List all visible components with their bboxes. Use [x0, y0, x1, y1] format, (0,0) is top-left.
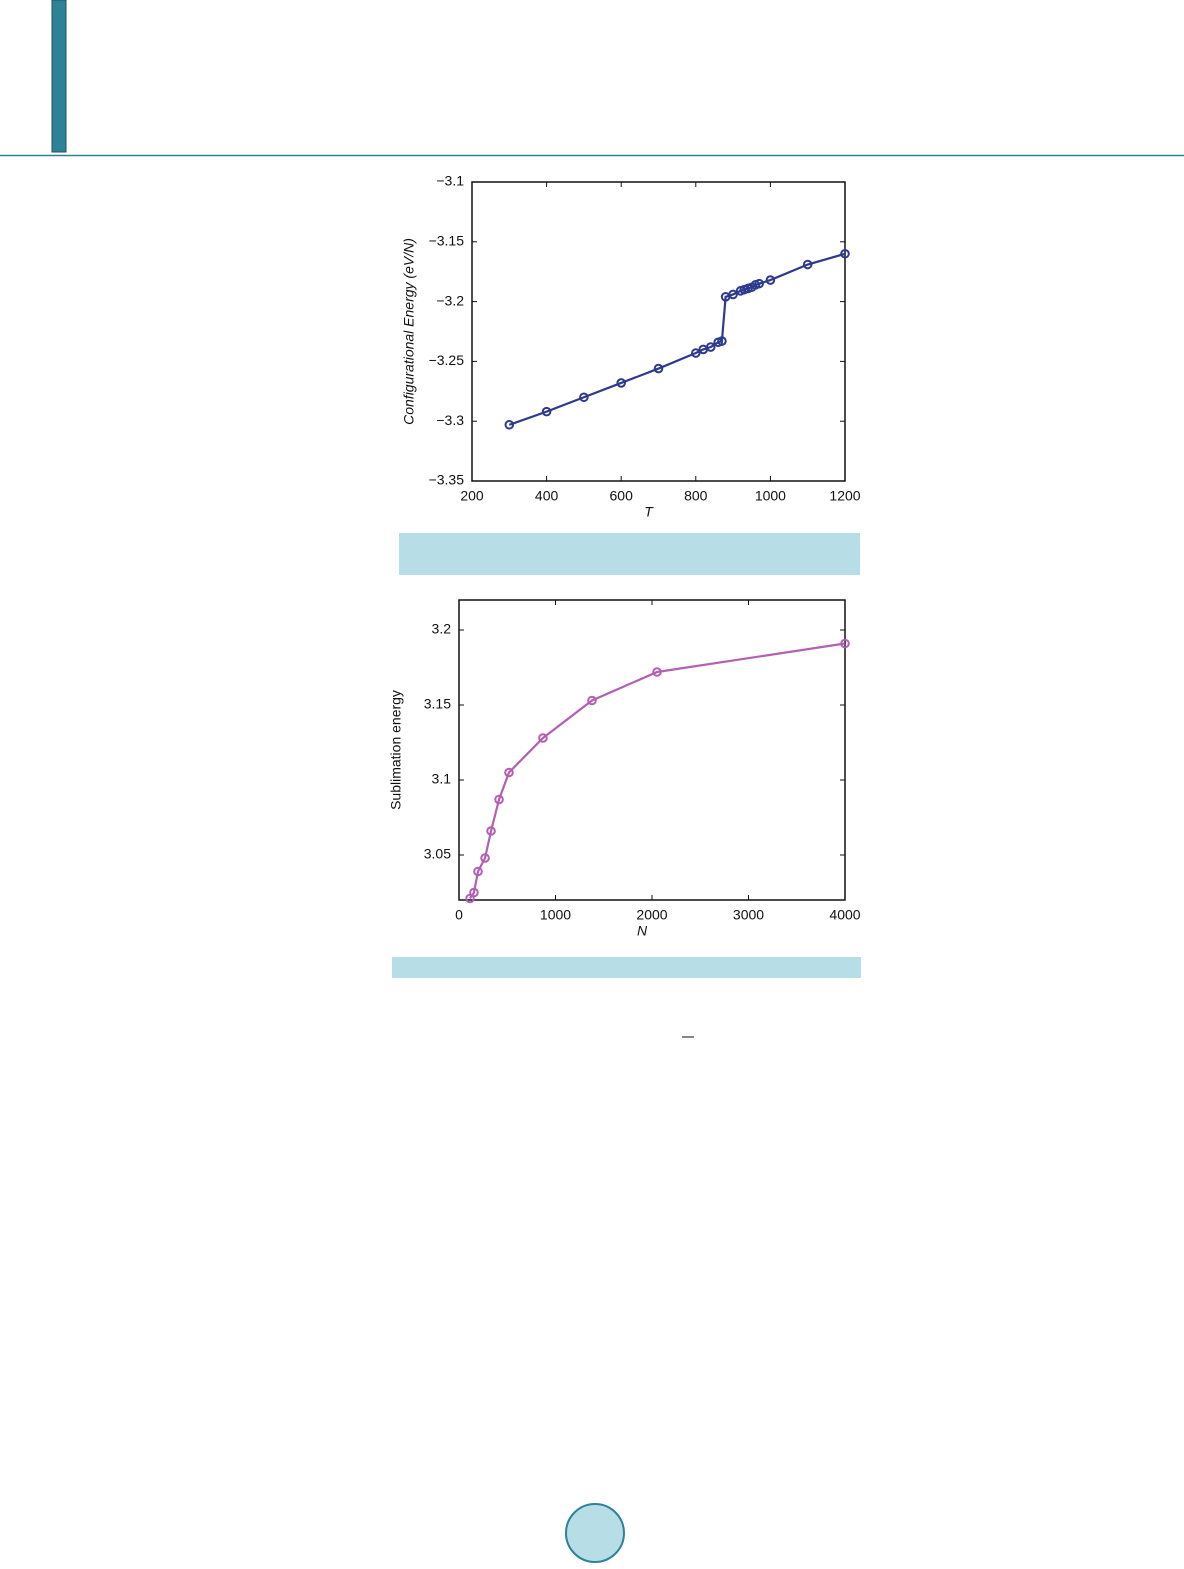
x-tick-label: 200	[460, 488, 484, 504]
data-point	[754, 278, 765, 289]
y-tick-label: 3.05	[424, 846, 451, 862]
plot-frame	[458, 599, 846, 901]
x-tick-label: 1000	[755, 488, 786, 504]
x-tick-label: 4000	[829, 907, 860, 923]
data-point	[840, 248, 850, 259]
x-tick-label: 3000	[733, 907, 764, 923]
y-tick-label: −3.2	[436, 292, 464, 308]
data-point	[504, 419, 515, 430]
data-line	[508, 252, 846, 426]
x-tick-label: 1200	[829, 488, 860, 504]
y-axis-label: Configurational Energy (eV/N)	[401, 238, 417, 425]
data-point	[728, 289, 738, 300]
y-tick-label: 3.1	[432, 771, 452, 787]
y-axis-label: Sublimation energy	[388, 690, 404, 810]
data-point	[653, 363, 664, 374]
data-point	[840, 638, 850, 649]
data-point	[486, 826, 496, 836]
data-point	[717, 336, 727, 346]
caption-box	[392, 957, 861, 978]
data-line	[469, 642, 846, 900]
data-point	[616, 378, 627, 388]
data-point	[802, 259, 813, 270]
x-tick-label: 2000	[636, 907, 667, 923]
x-tick-label: 1000	[540, 907, 571, 923]
data-point	[541, 406, 552, 417]
data-point	[469, 887, 479, 898]
x-tick-label: 600	[610, 488, 634, 504]
data-point	[473, 866, 483, 877]
y-tick-label: −3.35	[429, 472, 465, 488]
y-tick-label: −3.1	[436, 173, 464, 189]
data-point	[480, 853, 490, 863]
data-point	[579, 392, 589, 403]
y-tick-label: 3.15	[424, 696, 451, 712]
data-point	[494, 794, 504, 805]
data-point	[504, 767, 514, 778]
x-axis-label: T	[644, 504, 654, 520]
header-bar	[51, 0, 67, 153]
y-tick-label: −3.3	[436, 412, 464, 428]
data-point	[765, 275, 776, 285]
x-tick-label: 400	[535, 488, 559, 504]
caption-box	[399, 533, 860, 575]
plot-frame	[471, 181, 846, 482]
x-tick-label: 0	[455, 907, 463, 923]
data-point	[705, 342, 716, 352]
data-point	[691, 348, 701, 358]
data-point	[652, 667, 662, 677]
page-badge	[565, 1503, 625, 1563]
y-tick-label: 3.2	[432, 621, 452, 637]
data-point	[538, 733, 548, 743]
y-tick-label: −3.25	[429, 352, 465, 368]
x-axis-label: N	[637, 923, 648, 939]
data-point	[587, 695, 597, 706]
y-tick-label: −3.15	[429, 233, 465, 249]
x-tick-label: 800	[684, 488, 708, 504]
